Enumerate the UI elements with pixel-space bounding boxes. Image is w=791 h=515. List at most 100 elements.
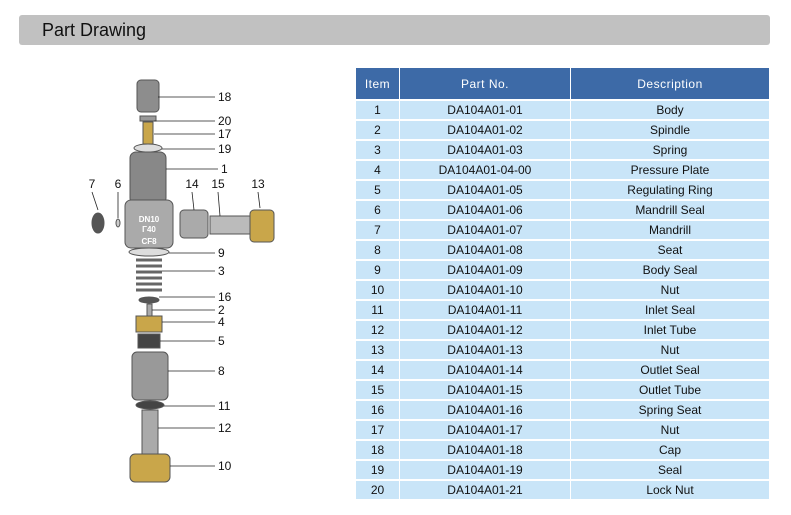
cell-description: Nut [570,279,770,300]
table-row: 10 DA104A01-10 Nut [355,279,770,300]
callout-leader-line [191,191,195,211]
body-marking: DN10 [139,215,160,224]
cell-item: 4 [355,159,400,180]
cell-part-no: DA104A01-11 [399,299,571,320]
cell-item: 20 [355,479,400,499]
table-row: 14 DA104A01-14 Outlet Seal [355,359,770,380]
cell-description: Body [570,99,770,120]
cell-part-no: DA104A01-10 [399,279,571,300]
table-row: 13 DA104A01-13 Nut [355,339,770,360]
cell-description: Inlet Tube [570,319,770,340]
callout-label: 1 [221,162,228,176]
cell-part-no: DA104A01-17 [399,419,571,440]
cell-description: Cap [570,439,770,460]
cell-part-no: DA104A01-01 [399,99,571,120]
cell-description: Outlet Seal [570,359,770,380]
part-spring-seat [138,296,160,304]
cell-item: 19 [355,459,400,480]
cell-part-no: DA104A01-02 [399,119,571,140]
cell-part-no: DA104A01-13 [399,339,571,360]
part-body [129,151,167,205]
part-regulating-ring [137,333,161,349]
callout-label: 19 [218,142,232,156]
callout-leader-line [91,191,99,211]
callout-label: 5 [218,334,225,348]
callout-label: 15 [211,177,225,191]
part-nut-10 [129,453,171,483]
cell-description: Seal [570,459,770,480]
table-header-row: Item Part No. Description [355,67,770,101]
part-pressure-plate [135,315,163,333]
cell-description: Spring [570,139,770,160]
part-inlet-tube [141,409,159,455]
cell-item: 13 [355,339,400,360]
callout-label: 13 [251,177,265,191]
cell-part-no: DA104A01-05 [399,179,571,200]
table-row: 12 DA104A01-12 Inlet Tube [355,319,770,340]
cell-part-no: DA104A01-07 [399,219,571,240]
callout-label: 17 [218,127,232,141]
callout-leader-line [217,191,221,217]
table-row: 19 DA104A01-19 Seal [355,459,770,480]
cell-description: Mandrill Seal [570,199,770,220]
cell-part-no: DA104A01-04-00 [399,159,571,180]
parts-table: Item Part No. Description 1 DA104A01-01 Bo… [355,67,770,499]
cell-part-no: DA104A01-09 [399,259,571,280]
column-header-item: Item [355,67,400,101]
body-marking: CF8 [141,237,157,246]
table-row: 7 DA104A01-07 Mandrill [355,219,770,240]
cell-part-no: DA104A01-18 [399,439,571,460]
cell-item: 7 [355,219,400,240]
callout-label: 20 [218,114,232,128]
callout-label: 4 [218,315,225,329]
callout-label: 12 [218,421,232,435]
part-seat [131,351,169,401]
table-row: 8 DA104A01-08 Seat [355,239,770,260]
callout-label: 7 [89,177,96,191]
cell-description: Nut [570,339,770,360]
cell-item: 16 [355,399,400,420]
callout-label: 6 [115,177,122,191]
cell-part-no: DA104A01-15 [399,379,571,400]
cell-item: 6 [355,199,400,220]
part-nut-17 [142,121,154,145]
table-row: 16 DA104A01-16 Spring Seat [355,399,770,420]
cell-part-no: DA104A01-19 [399,459,571,480]
cell-description: Inlet Seal [570,299,770,320]
body-marking: Γ40 [142,225,156,234]
cell-part-no: DA104A01-08 [399,239,571,260]
table-row: 6 DA104A01-06 Mandrill Seal [355,199,770,220]
callout-label: 9 [218,246,225,260]
table-row: 3 DA104A01-03 Spring [355,139,770,160]
table-row: 9 DA104A01-09 Body Seal [355,259,770,280]
cell-part-no: DA104A01-21 [399,479,571,499]
cell-description: Outlet Tube [570,379,770,400]
column-header-part-no: Part No. [399,67,571,101]
table-row: 2 DA104A01-02 Spindle [355,119,770,140]
callout-label: 11 [218,399,231,413]
cell-description: Body Seal [570,259,770,280]
cell-item: 11 [355,299,400,320]
cell-item: 5 [355,179,400,200]
table-row: 11 DA104A01-11 Inlet Seal [355,299,770,320]
callout-label: 8 [218,364,225,378]
callout-label: 3 [218,264,225,278]
table-row: 4 DA104A01-04-00 Pressure Plate [355,159,770,180]
cell-item: 12 [355,319,400,340]
part-body-seal [128,247,170,257]
callout-leader-line [257,191,261,209]
cell-item: 18 [355,439,400,460]
part-nut-13 [249,209,275,243]
callout-label: 10 [218,459,232,473]
cell-item: 14 [355,359,400,380]
cell-item: 3 [355,139,400,160]
part-mandrill-seal [115,218,121,228]
cell-description: Spindle [570,119,770,140]
cell-item: 1 [355,99,400,120]
table-row: 1 DA104A01-01 Body [355,99,770,120]
cell-description: Mandrill [570,219,770,240]
part-spindle [146,303,153,317]
table-row: 15 DA104A01-15 Outlet Tube [355,379,770,400]
table-row: 5 DA104A01-05 Regulating Ring [355,179,770,200]
